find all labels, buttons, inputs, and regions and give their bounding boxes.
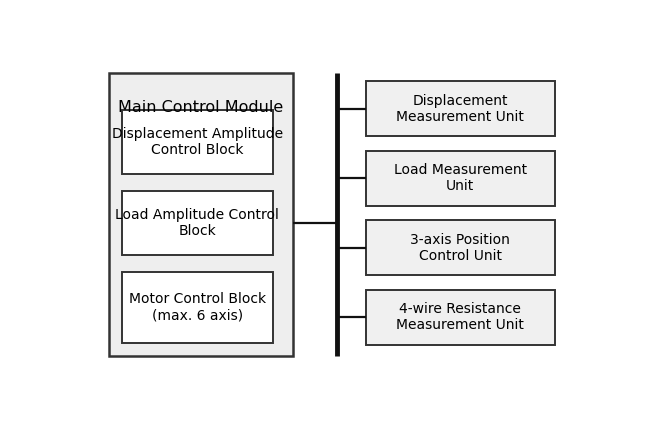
Text: Motor Control Block
(max. 6 axis): Motor Control Block (max. 6 axis) <box>129 292 266 322</box>
FancyBboxPatch shape <box>109 73 292 356</box>
FancyBboxPatch shape <box>366 151 554 206</box>
Text: Main Control Module: Main Control Module <box>118 100 283 114</box>
FancyBboxPatch shape <box>122 110 273 174</box>
FancyBboxPatch shape <box>366 221 554 275</box>
Text: Load Measurement
Unit: Load Measurement Unit <box>394 163 527 194</box>
Text: 3-axis Position
Control Unit: 3-axis Position Control Unit <box>410 233 510 263</box>
Text: 4-wire Resistance
Measurement Unit: 4-wire Resistance Measurement Unit <box>396 302 525 332</box>
Text: Displacement
Measurement Unit: Displacement Measurement Unit <box>396 94 525 124</box>
Text: Displacement Amplitude
Control Block: Displacement Amplitude Control Block <box>112 127 283 157</box>
FancyBboxPatch shape <box>122 272 273 343</box>
FancyBboxPatch shape <box>122 190 273 255</box>
FancyBboxPatch shape <box>366 290 554 344</box>
FancyBboxPatch shape <box>366 81 554 136</box>
Text: Load Amplitude Control
Block: Load Amplitude Control Block <box>115 208 279 238</box>
